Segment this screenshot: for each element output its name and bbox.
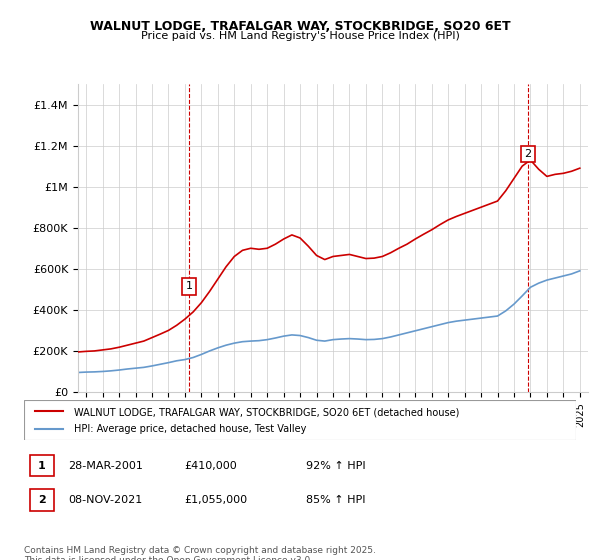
Text: 1: 1 (185, 281, 193, 291)
FancyBboxPatch shape (24, 400, 576, 440)
Text: Price paid vs. HM Land Registry's House Price Index (HPI): Price paid vs. HM Land Registry's House … (140, 31, 460, 41)
Text: £410,000: £410,000 (184, 460, 237, 470)
Text: Contains HM Land Registry data © Crown copyright and database right 2025.
This d: Contains HM Land Registry data © Crown c… (24, 546, 376, 560)
Text: WALNUT LODGE, TRAFALGAR WAY, STOCKBRIDGE, SO20 6ET (detached house): WALNUT LODGE, TRAFALGAR WAY, STOCKBRIDGE… (74, 407, 459, 417)
FancyBboxPatch shape (29, 489, 55, 511)
Text: WALNUT LODGE, TRAFALGAR WAY, STOCKBRIDGE, SO20 6ET: WALNUT LODGE, TRAFALGAR WAY, STOCKBRIDGE… (89, 20, 511, 32)
Text: 2: 2 (524, 149, 532, 159)
Text: HPI: Average price, detached house, Test Valley: HPI: Average price, detached house, Test… (74, 423, 306, 433)
Text: 28-MAR-2001: 28-MAR-2001 (68, 460, 143, 470)
Text: 08-NOV-2021: 08-NOV-2021 (68, 495, 142, 505)
Text: 85% ↑ HPI: 85% ↑ HPI (305, 495, 365, 505)
Text: 2: 2 (38, 495, 46, 505)
FancyBboxPatch shape (29, 455, 55, 477)
Text: £1,055,000: £1,055,000 (184, 495, 247, 505)
Text: 1: 1 (38, 460, 46, 470)
Text: 92% ↑ HPI: 92% ↑ HPI (305, 460, 365, 470)
